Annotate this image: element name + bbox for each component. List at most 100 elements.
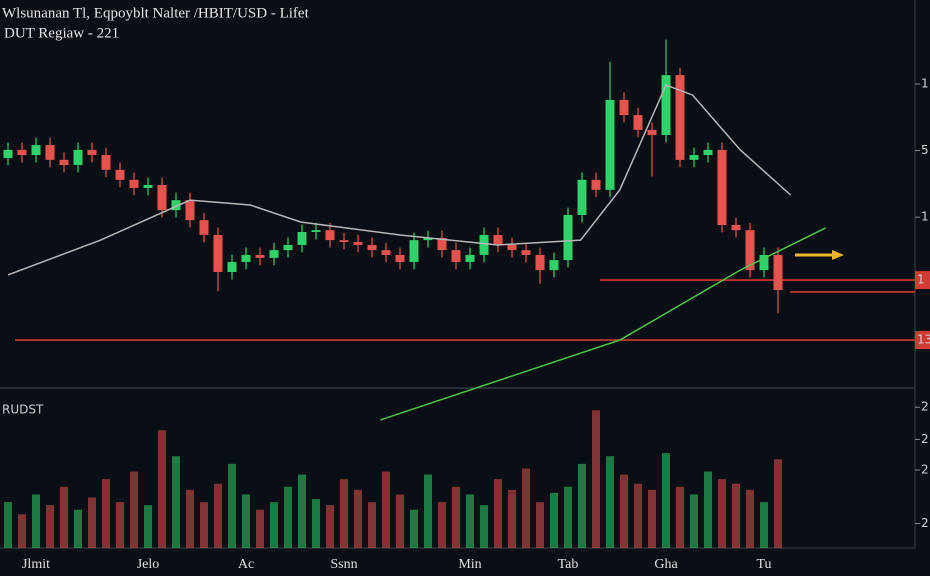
arrow bbox=[795, 250, 844, 260]
candle-body bbox=[507, 244, 517, 251]
volume-bar bbox=[284, 486, 292, 548]
volume-bar bbox=[620, 474, 628, 548]
volume-bar bbox=[18, 514, 26, 548]
volume-bar bbox=[466, 494, 474, 548]
candle-body bbox=[45, 145, 55, 160]
volume-bar bbox=[200, 502, 208, 548]
volume-bar bbox=[648, 489, 656, 548]
candle-body bbox=[703, 149, 713, 156]
volume-bar bbox=[130, 471, 138, 548]
volume-bar bbox=[522, 468, 530, 548]
volume-bar bbox=[32, 494, 40, 548]
candle-body bbox=[535, 254, 545, 271]
candle-body bbox=[3, 149, 13, 158]
volume-bar bbox=[606, 456, 614, 548]
volume-bar bbox=[340, 479, 348, 548]
volume-bar bbox=[326, 505, 334, 548]
volume-bar bbox=[634, 483, 642, 548]
volume-bar bbox=[676, 486, 684, 548]
candle-body bbox=[199, 220, 209, 235]
y-tick-label: 1 bbox=[921, 210, 929, 224]
volume-bar bbox=[592, 410, 600, 548]
candle-body bbox=[773, 254, 783, 291]
candle-body bbox=[605, 99, 615, 190]
volume-bar bbox=[410, 509, 418, 548]
x-tick-label: Jlmit bbox=[22, 557, 50, 572]
volume-bar bbox=[704, 471, 712, 548]
volume-bar bbox=[662, 453, 670, 548]
candle-body bbox=[745, 230, 755, 271]
volume-bar bbox=[494, 479, 502, 548]
candle-body bbox=[101, 155, 111, 170]
candle-body bbox=[759, 254, 769, 271]
candle-body bbox=[521, 250, 531, 255]
volume-bar bbox=[242, 494, 250, 548]
volume-bar bbox=[312, 499, 320, 548]
volume-bar bbox=[536, 502, 544, 548]
volume-tick-label: 2 bbox=[921, 462, 929, 476]
x-tick-label: Tu bbox=[756, 557, 771, 572]
indicator-label: RUDST bbox=[2, 403, 44, 417]
volume-bar bbox=[508, 489, 516, 548]
volume-bar bbox=[46, 505, 54, 548]
chart-title: Wlsunanan Tl, Eqpoyblt Nalter /HBIT/USD … bbox=[2, 5, 310, 21]
volume-bar bbox=[60, 486, 68, 548]
candle-body bbox=[675, 75, 685, 160]
candle-body bbox=[339, 240, 349, 242]
x-tick-label: Gha bbox=[654, 557, 678, 572]
volume-bar bbox=[102, 479, 110, 548]
volume-bar bbox=[88, 497, 96, 548]
candle-body bbox=[395, 254, 405, 262]
candle-body bbox=[577, 179, 587, 215]
volume-bar bbox=[732, 483, 740, 548]
volume-bar bbox=[228, 463, 236, 548]
x-tick-label: Jelo bbox=[137, 557, 160, 572]
candle-body bbox=[59, 159, 69, 166]
volume-tick-label: 2 bbox=[921, 400, 929, 414]
volume-bar bbox=[424, 474, 432, 548]
candle-body bbox=[255, 254, 265, 258]
price-tag-label: 13 bbox=[917, 333, 930, 347]
candle-body bbox=[661, 75, 671, 136]
price-tag-label: 1 bbox=[917, 273, 925, 287]
volume-bar bbox=[256, 509, 264, 548]
candle-body bbox=[619, 99, 629, 116]
candle-body bbox=[311, 230, 321, 232]
volume-bar bbox=[480, 505, 488, 548]
candle-body bbox=[353, 241, 363, 245]
candle-body bbox=[549, 260, 559, 271]
y-tick-label: 5 bbox=[921, 143, 929, 157]
candle-body bbox=[423, 237, 433, 241]
volume-bar bbox=[690, 494, 698, 548]
overlay-line bbox=[7, 84, 792, 276]
chart-subtitle: DUT Regiaw - 221 bbox=[4, 25, 119, 41]
candle-body bbox=[283, 244, 293, 251]
volume-bar bbox=[354, 489, 362, 548]
volume-bar bbox=[396, 494, 404, 548]
volume-bar bbox=[368, 502, 376, 548]
arrow-head bbox=[832, 250, 844, 260]
candle-body bbox=[647, 129, 657, 136]
candle-body bbox=[143, 185, 153, 188]
volume-bar bbox=[74, 509, 82, 548]
volume-bar bbox=[760, 502, 768, 548]
candle-body bbox=[717, 149, 727, 225]
volume-bar bbox=[4, 502, 12, 548]
volume-bar bbox=[550, 492, 558, 548]
volume-bar bbox=[144, 505, 152, 548]
candle-body bbox=[451, 250, 461, 262]
candle-body bbox=[171, 200, 181, 211]
volume-bar bbox=[158, 430, 166, 548]
volume-bar bbox=[116, 502, 124, 548]
volume-bar bbox=[186, 489, 194, 548]
candle-body bbox=[297, 232, 307, 245]
candle-body bbox=[381, 250, 391, 255]
x-tick-label: Min bbox=[458, 557, 481, 572]
candle-body bbox=[129, 179, 139, 188]
candle-body bbox=[479, 234, 489, 255]
candle-body bbox=[437, 237, 447, 251]
candle-body bbox=[591, 179, 601, 190]
candle-body bbox=[493, 234, 503, 245]
